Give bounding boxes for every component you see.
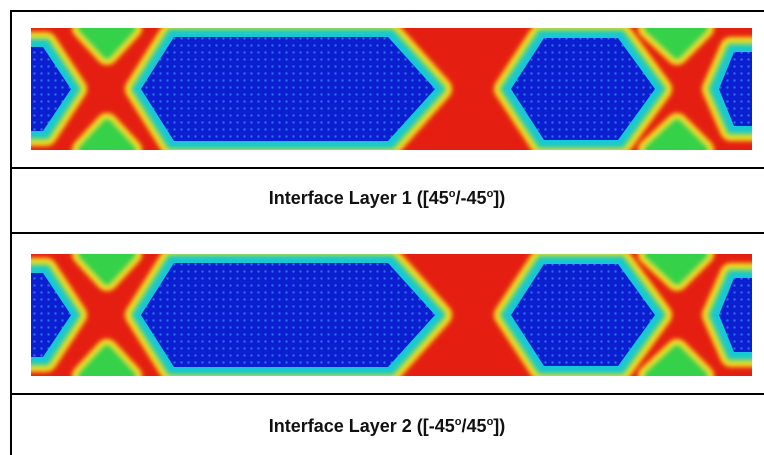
- caption-text: Interface Layer 2 ([-45: [268, 416, 455, 436]
- caption-superscript: o: [454, 416, 462, 428]
- contour-image: [31, 254, 752, 376]
- caption: Interface Layer 2 ([-45o/45o]): [10, 416, 764, 437]
- caption: Interface Layer 1 ([45o/-45o]): [10, 188, 764, 209]
- caption-text: ]): [493, 188, 506, 208]
- caption-text: Interface Layer 1 ([45: [268, 188, 449, 208]
- caption-text: ]): [493, 416, 506, 436]
- contour-image: [31, 28, 752, 150]
- row-divider: [10, 167, 764, 169]
- caption-superscript: o: [486, 416, 494, 428]
- row-divider: [10, 232, 764, 234]
- caption-text: /45: [461, 416, 487, 436]
- caption-text: /-45: [455, 188, 487, 208]
- caption-superscript: o: [486, 188, 494, 200]
- caption-superscript: o: [448, 188, 456, 200]
- row-divider: [10, 393, 764, 395]
